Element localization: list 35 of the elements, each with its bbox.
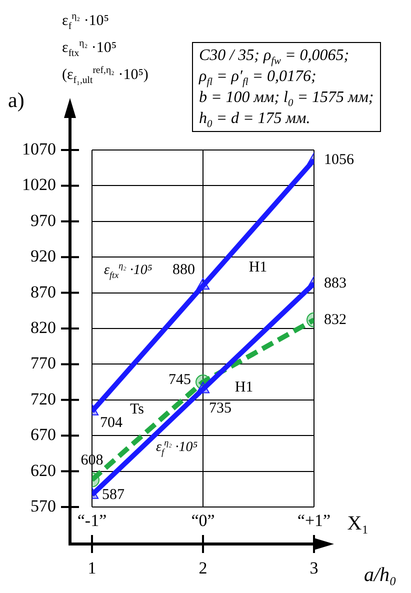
x-tick-label: 1 xyxy=(88,558,96,578)
data-label: 587 xyxy=(102,486,125,503)
data-label: 704 xyxy=(100,414,123,431)
x-axis-title: a/h₀ xyxy=(364,564,397,587)
annotation: Ts xyxy=(130,402,144,418)
annotation: H1 xyxy=(248,260,268,276)
y-tick-label: 970 xyxy=(30,210,56,230)
y-tick-label: 670 xyxy=(30,425,56,444)
text: C30 / 35; ρ$_{fw}$ = 0,0065; ρ$_{fl}$ = ρ′$_{fl}$ = 0,0176; b = 100 мм; l$_{0}$ = 1575 мм; h$_{0}$ = d = 175 мм. xyxy=(199,47,374,130)
y-tick-label: 920 xyxy=(30,246,56,266)
y-tick-label: 770 xyxy=(30,354,56,373)
data-label: 745 xyxy=(168,372,191,388)
y-tick-label: 1020 xyxy=(22,175,56,194)
y-tick-label: 720 xyxy=(30,389,56,408)
data-label: 832 xyxy=(324,312,346,328)
y-tick-label: 870 xyxy=(30,282,56,302)
text: “-1” xyxy=(77,511,107,531)
data-label: 880 xyxy=(172,262,195,278)
data-label: 883 xyxy=(324,275,346,292)
text: ε$_{f}$$^{η₂}$ ·10⁵ ε$_{ftx}$$^{η₂}$ ·10⁵ (ε$_{f₁,ult}$$^{ref,η₂}$ ·10⁵) xyxy=(62,11,148,86)
y-tick-label: 820 xyxy=(30,318,56,337)
text: “+1” xyxy=(297,511,331,531)
text: X₁ xyxy=(347,512,369,536)
x-tick-label: 3 xyxy=(310,558,318,578)
y-tick-label: 570 xyxy=(30,496,56,516)
data-label: 735 xyxy=(209,400,232,417)
text: a) xyxy=(8,88,24,113)
x-tick-label: 2 xyxy=(198,558,208,578)
series-label: ε$_{f}$$^{η₂}$ ·10⁵ xyxy=(156,437,198,457)
y-tick-label: 1070 xyxy=(22,139,56,158)
y-tick-label: 620 xyxy=(30,460,56,480)
text: “0” xyxy=(191,511,215,531)
annotation: H1 xyxy=(234,380,254,396)
text: ε$_{ftx}$$^{η₂}$ ·10⁵ xyxy=(104,260,152,280)
data-label: 1056 xyxy=(324,152,354,168)
